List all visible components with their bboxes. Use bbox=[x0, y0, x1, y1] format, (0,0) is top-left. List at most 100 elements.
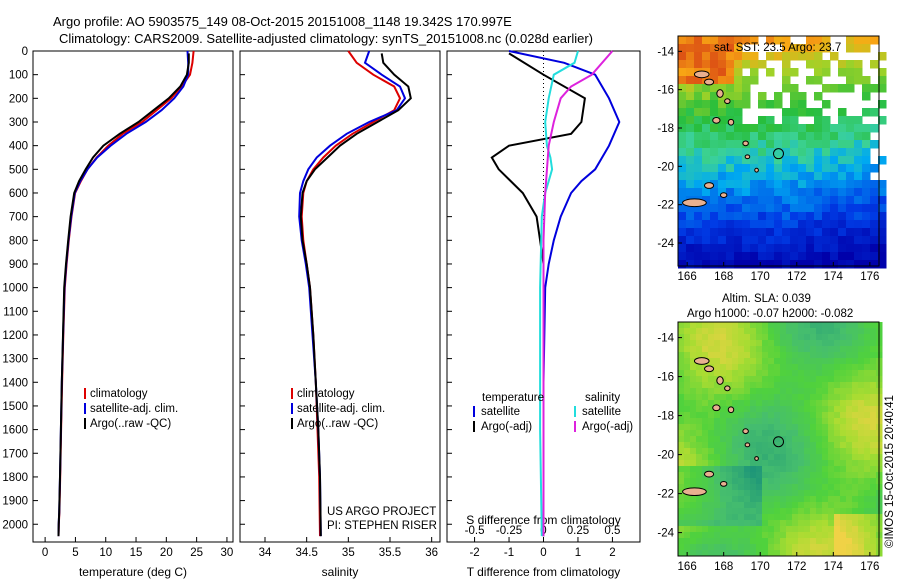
map-cell bbox=[870, 370, 877, 377]
x-tick-label: 5 bbox=[72, 547, 78, 559]
map-cell bbox=[846, 334, 853, 341]
map-cell bbox=[718, 132, 727, 141]
map-cell bbox=[798, 484, 805, 491]
map-cell bbox=[830, 228, 839, 237]
map-cell bbox=[840, 472, 847, 479]
map-cell bbox=[834, 472, 841, 479]
map-cell bbox=[714, 538, 721, 545]
map-cell bbox=[834, 502, 841, 509]
map-cell bbox=[822, 172, 831, 181]
map-cell bbox=[708, 430, 715, 437]
legend-label: satellite-adj. clim. bbox=[90, 403, 178, 415]
map-cell bbox=[750, 156, 759, 165]
map-cell bbox=[708, 508, 715, 515]
map-cell bbox=[774, 220, 783, 229]
map-cell bbox=[742, 148, 751, 157]
map-cell bbox=[828, 460, 835, 467]
map-cell bbox=[798, 220, 807, 229]
map-cell bbox=[870, 466, 877, 473]
map-cell bbox=[714, 424, 721, 431]
map-cell bbox=[678, 394, 685, 401]
map-cell bbox=[780, 508, 787, 515]
map-cell bbox=[726, 76, 735, 85]
map-cell bbox=[786, 370, 793, 377]
map-cell bbox=[756, 424, 763, 431]
map-cell bbox=[822, 340, 829, 347]
map-cell bbox=[686, 156, 695, 165]
map-cell bbox=[710, 172, 719, 181]
map-cell bbox=[768, 490, 775, 497]
map-cell bbox=[720, 538, 727, 545]
map-cell bbox=[734, 236, 743, 245]
map-cell bbox=[758, 252, 767, 261]
map-cell bbox=[840, 430, 847, 437]
map-cell bbox=[792, 454, 799, 461]
map-cell bbox=[798, 364, 805, 371]
map-cell bbox=[870, 454, 877, 461]
map-cell bbox=[870, 260, 879, 269]
map-cell bbox=[858, 532, 865, 539]
map-cell bbox=[846, 220, 855, 229]
map-cell bbox=[822, 460, 829, 467]
map-cell bbox=[840, 352, 847, 359]
map-cell bbox=[702, 52, 711, 61]
map-cell bbox=[782, 196, 791, 205]
map-cell bbox=[708, 502, 715, 509]
map-cell bbox=[830, 132, 839, 141]
x-tick-label: 30 bbox=[221, 547, 234, 559]
map-cell bbox=[840, 460, 847, 467]
map-cell bbox=[870, 442, 877, 449]
map-cell bbox=[678, 100, 687, 109]
map-cell bbox=[814, 228, 823, 237]
map-cell bbox=[806, 196, 815, 205]
map-cell bbox=[862, 236, 871, 245]
map-cell bbox=[678, 406, 685, 413]
map-cell bbox=[774, 376, 781, 383]
map-y-tick-label: -18 bbox=[657, 123, 674, 135]
map-cell bbox=[768, 472, 775, 479]
map-cell bbox=[854, 140, 863, 149]
map-cell bbox=[870, 84, 879, 93]
map-cell bbox=[774, 212, 783, 221]
map-cell bbox=[750, 60, 759, 69]
map-cell bbox=[828, 346, 835, 353]
map-cell bbox=[710, 204, 719, 213]
map-cell bbox=[678, 466, 685, 473]
map-cell bbox=[780, 538, 787, 545]
map-cell bbox=[714, 418, 721, 425]
map-cell bbox=[762, 418, 769, 425]
map-cell bbox=[838, 180, 847, 189]
map-cell bbox=[840, 550, 847, 557]
map-cell bbox=[678, 180, 687, 189]
map-cell bbox=[696, 454, 703, 461]
map-cell bbox=[782, 172, 791, 181]
map-cell bbox=[804, 496, 811, 503]
temperature-profile-argo-raw-qc-line bbox=[57, 53, 190, 537]
map-cell bbox=[702, 388, 709, 395]
map-cell bbox=[678, 538, 685, 545]
map-cell bbox=[822, 236, 831, 245]
map-cell bbox=[750, 502, 757, 509]
map-cell bbox=[864, 382, 871, 389]
map-cell bbox=[828, 322, 835, 329]
map-cell bbox=[786, 454, 793, 461]
map-cell bbox=[846, 322, 853, 329]
map-cell bbox=[804, 340, 811, 347]
map-cell bbox=[684, 538, 691, 545]
map-cell bbox=[768, 484, 775, 491]
map-cell bbox=[714, 382, 721, 389]
map-cell bbox=[822, 212, 831, 221]
map-cell bbox=[858, 496, 865, 503]
map-cell bbox=[822, 412, 829, 419]
map-cell bbox=[780, 376, 787, 383]
map-cell bbox=[696, 394, 703, 401]
map-cell bbox=[816, 526, 823, 533]
map-cell bbox=[684, 526, 691, 533]
map-cell bbox=[774, 352, 781, 359]
map-cell bbox=[846, 478, 853, 485]
map-cell bbox=[720, 346, 727, 353]
map-cell bbox=[822, 44, 831, 53]
plot-frame bbox=[32, 50, 234, 543]
map-cell bbox=[798, 436, 805, 443]
map-cell bbox=[816, 460, 823, 467]
